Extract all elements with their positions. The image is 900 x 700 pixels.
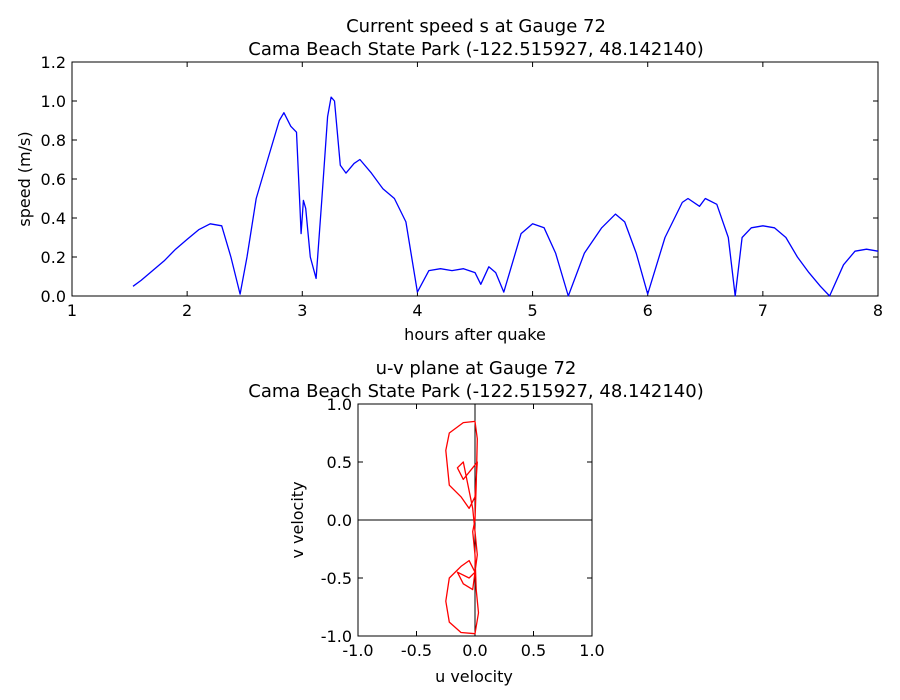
speed-x-label: hours after quake	[404, 325, 546, 344]
uv-y-tick-label: 0.5	[327, 453, 352, 472]
uv-y-label: v velocity	[288, 481, 307, 558]
uv-y-axis: -1.0 -0.5 0.0 0.5 1.0	[321, 395, 592, 646]
speed-series	[132, 96, 879, 297]
uv-y-tick-label: -1.0	[321, 627, 352, 646]
uv-chart-title: u-v plane at Gauge 72	[376, 358, 577, 379]
uv-y-tick-label: -0.5	[321, 569, 352, 588]
speed-chart: Current speed s at Gauge 72 Cama Beach S…	[15, 16, 883, 344]
speed-x-tick-label: 6	[643, 301, 653, 320]
speed-chart-subtitle: Cama Beach State Park (-122.515927, 48.1…	[248, 39, 703, 60]
uv-y-tick-label: 0.0	[327, 511, 352, 530]
uv-x-tick-label: 0.0	[462, 641, 487, 660]
speed-x-tick-label: 4	[412, 301, 422, 320]
speed-y-tick-label: 1.0	[41, 92, 66, 111]
uv-y-tick-label: 1.0	[327, 395, 352, 414]
speed-plot-frame	[71, 61, 879, 297]
speed-y-tick-label: 0.8	[41, 131, 66, 150]
uv-series	[445, 420, 480, 635]
uv-x-axis: -1.0 -0.5 0.0 0.5 1.0	[342, 404, 605, 660]
uv-series-line	[445, 420, 480, 635]
speed-x-tick-label: 1	[67, 301, 77, 320]
speed-x-tick-label: 5	[527, 301, 537, 320]
uv-x-tick-label: -0.5	[401, 641, 432, 660]
uv-x-tick-label: 1.0	[579, 641, 604, 660]
speed-y-axis: 0.0 0.2 0.4 0.6 0.8 1.0 1.2	[41, 53, 878, 306]
speed-x-tick-label: 2	[182, 301, 192, 320]
speed-y-tick-label: 0.2	[41, 248, 66, 267]
uv-x-label: u velocity	[435, 667, 513, 686]
speed-y-tick-label: 1.2	[41, 53, 66, 72]
speed-chart-title: Current speed s at Gauge 72	[346, 16, 606, 37]
speed-x-tick-label: 3	[297, 301, 307, 320]
speed-x-tick-label: 7	[758, 301, 768, 320]
uv-x-tick-label: 0.5	[521, 641, 546, 660]
uv-chart-subtitle: Cama Beach State Park (-122.515927, 48.1…	[248, 381, 703, 402]
speed-series-line	[132, 96, 879, 297]
speed-y-tick-label: 0.0	[41, 287, 66, 306]
speed-y-tick-label: 0.6	[41, 170, 66, 189]
uv-x-tick-label: -1.0	[342, 641, 373, 660]
speed-x-tick-label: 8	[873, 301, 883, 320]
speed-y-label: speed (m/s)	[15, 131, 34, 226]
uv-chart: u-v plane at Gauge 72 Cama Beach State P…	[248, 358, 703, 686]
speed-y-tick-label: 0.4	[41, 209, 66, 228]
